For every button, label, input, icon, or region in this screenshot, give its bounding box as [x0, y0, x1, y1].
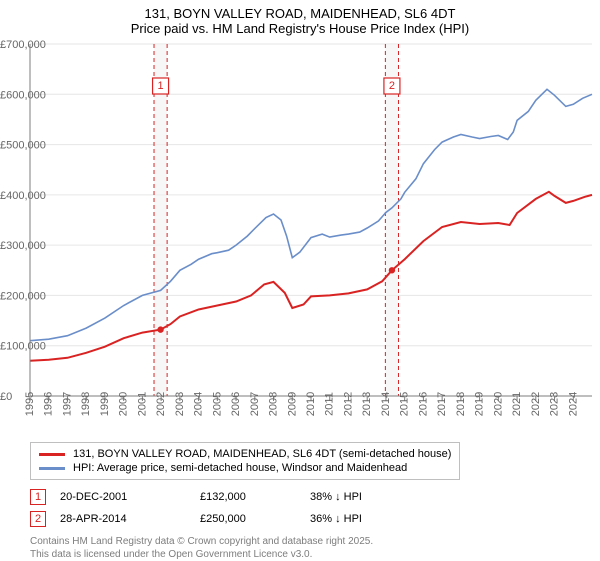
svg-text:2008: 2008 [268, 392, 280, 416]
legend: 131, BOYN VALLEY ROAD, MAIDENHEAD, SL6 4… [30, 442, 590, 480]
chart-area: £0 £100,000 £200,000 £300,000 £400,000 £500,0… [0, 38, 600, 438]
svg-text:2001: 2001 [136, 392, 148, 416]
sale-price: £132,000 [200, 491, 310, 503]
sale-marker-box: 2 [30, 511, 46, 527]
footer-line2: This data is licensed under the Open Gov… [30, 549, 590, 561]
chart-title-block: 131, BOYN VALLEY ROAD, MAIDENHEAD, SL6 4… [0, 0, 600, 38]
svg-text:2022: 2022 [530, 392, 542, 416]
svg-text:2000: 2000 [118, 392, 130, 416]
sale-row: 1 20-DEC-2001£132,00038% ↓ HPI [30, 486, 590, 508]
svg-text:2003: 2003 [174, 392, 186, 416]
svg-text:2018: 2018 [455, 392, 467, 416]
sale-delta: 38% ↓ HPI [310, 491, 430, 503]
svg-text:£0: £0 [0, 391, 12, 403]
svg-text:£700,000: £700,000 [0, 39, 46, 51]
svg-text:2012: 2012 [342, 392, 354, 416]
svg-text:2023: 2023 [549, 392, 561, 416]
series-line-hpi [30, 89, 592, 340]
chart-title-line1: 131, BOYN VALLEY ROAD, MAIDENHEAD, SL6 4… [0, 6, 600, 21]
svg-text:£100,000: £100,000 [0, 341, 46, 353]
chart-svg: £0 £100,000 £200,000 £300,000 £400,000 £500,0… [0, 38, 600, 438]
svg-text:£500,000: £500,000 [0, 140, 46, 152]
svg-text:2010: 2010 [305, 392, 317, 416]
sale-marker-box: 1 [30, 489, 46, 505]
svg-text:2017: 2017 [436, 392, 448, 416]
chart-title-line2: Price paid vs. HM Land Registry's House … [0, 21, 600, 36]
svg-text:£200,000: £200,000 [0, 290, 46, 302]
svg-text:2002: 2002 [155, 392, 167, 416]
svg-text:£300,000: £300,000 [0, 240, 46, 252]
svg-text:2006: 2006 [230, 392, 242, 416]
svg-text:1: 1 [158, 80, 164, 92]
svg-text:1995: 1995 [24, 392, 36, 416]
svg-text:2009: 2009 [286, 392, 298, 416]
footer-attribution: Contains HM Land Registry data © Crown c… [30, 536, 590, 561]
svg-text:1999: 1999 [99, 392, 111, 416]
legend-item: 131, BOYN VALLEY ROAD, MAIDENHEAD, SL6 4… [39, 447, 451, 461]
svg-text:2024: 2024 [567, 392, 579, 416]
svg-text:1997: 1997 [61, 392, 73, 416]
legend-swatch [39, 467, 65, 470]
svg-text:1998: 1998 [80, 392, 92, 416]
sale-delta: 36% ↓ HPI [310, 513, 430, 525]
sale-date: 20-DEC-2001 [60, 491, 200, 503]
svg-text:£600,000: £600,000 [0, 89, 46, 101]
svg-text:2011: 2011 [324, 392, 336, 416]
svg-text:2019: 2019 [474, 392, 486, 416]
sales-table: 1 20-DEC-2001£132,00038% ↓ HPI 2 28-APR-201… [30, 486, 590, 530]
sale-price: £250,000 [200, 513, 310, 525]
svg-text:£400,000: £400,000 [0, 190, 46, 202]
svg-text:2016: 2016 [417, 392, 429, 416]
svg-text:2: 2 [389, 80, 395, 92]
svg-text:2020: 2020 [492, 392, 504, 416]
footer-line1: Contains HM Land Registry data © Crown c… [30, 536, 590, 549]
svg-text:2015: 2015 [399, 392, 411, 416]
legend-item: HPI: Average price, semi-detached house,… [39, 461, 451, 475]
series-line-price_paid [30, 192, 592, 361]
legend-label: 131, BOYN VALLEY ROAD, MAIDENHEAD, SL6 4… [73, 448, 451, 460]
svg-text:2013: 2013 [361, 392, 373, 416]
legend-label: HPI: Average price, semi-detached house,… [73, 462, 407, 474]
svg-text:2005: 2005 [211, 392, 223, 416]
legend-swatch [39, 453, 65, 456]
svg-text:2021: 2021 [511, 392, 523, 416]
svg-text:2007: 2007 [249, 392, 261, 416]
svg-text:1996: 1996 [43, 392, 55, 416]
svg-text:2014: 2014 [380, 392, 392, 416]
sale-row: 2 28-APR-2014£250,00036% ↓ HPI [30, 508, 590, 530]
sale-date: 28-APR-2014 [60, 513, 200, 525]
svg-text:2004: 2004 [193, 392, 205, 416]
